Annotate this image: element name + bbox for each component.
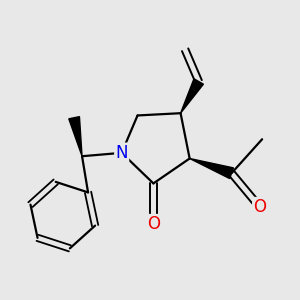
- Polygon shape: [190, 158, 233, 178]
- Polygon shape: [181, 79, 203, 113]
- Text: N: N: [116, 144, 128, 162]
- Text: O: O: [254, 198, 266, 216]
- Polygon shape: [69, 117, 82, 156]
- Text: O: O: [147, 215, 160, 233]
